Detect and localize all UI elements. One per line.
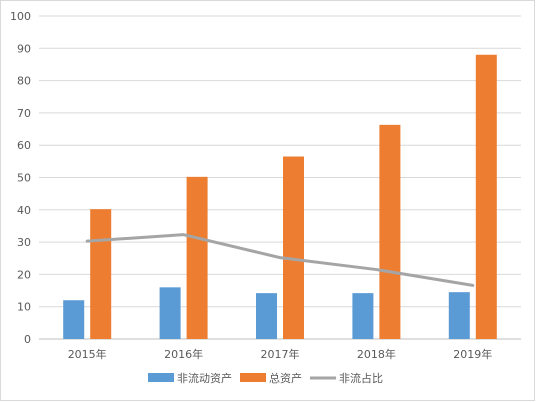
legend: 非流动资产 总资产 非流占比 [148, 371, 383, 385]
bar [186, 176, 208, 339]
y-tick-label: 30 [17, 236, 31, 249]
legend-swatch [148, 373, 174, 382]
x-tick-label: 2017年 [261, 347, 300, 361]
line-series-path [85, 233, 475, 287]
bar [379, 124, 401, 339]
x-tick-label: 2016年 [164, 347, 203, 361]
watermark: 头条 @欧成聊股 [427, 375, 522, 391]
bar [475, 54, 497, 339]
legend-swatch [240, 373, 266, 382]
watermark-text: 头条 @欧成聊股 [427, 375, 522, 391]
bar [63, 300, 85, 339]
y-tick-label: 100 [10, 10, 31, 23]
bar [90, 209, 112, 339]
line-series [85, 233, 475, 287]
y-tick-label: 50 [17, 172, 31, 185]
bars [63, 54, 497, 339]
y-tick-label: 40 [17, 204, 31, 217]
gridlines [39, 15, 521, 340]
bar [256, 293, 277, 339]
y-tick-label: 10 [17, 301, 31, 314]
y-tick-label: 90 [17, 42, 31, 55]
x-tick-label: 2018年 [357, 347, 396, 361]
bar [159, 287, 181, 339]
bar [352, 293, 374, 339]
x-tick-label: 2019年 [453, 347, 492, 361]
y-tick-label: 80 [17, 75, 31, 88]
y-tick-label: 20 [17, 268, 31, 281]
x-axis-ticks: 2015年 2016年 2017年 2018年 2019年 [68, 347, 493, 361]
y-tick-label: 70 [17, 107, 31, 120]
legend-label: 总资产 [269, 371, 302, 385]
y-tick-label: 0 [24, 333, 31, 346]
x-tick-label: 2015年 [68, 347, 107, 361]
bar [448, 292, 470, 339]
y-tick-label: 60 [17, 139, 31, 152]
legend-label: 非流动资产 [177, 371, 232, 385]
y-axis-ticks: 0 10 20 30 40 50 60 70 80 90 100 [10, 10, 31, 346]
bar [283, 156, 304, 339]
legend-label: 非流占比 [339, 371, 383, 385]
